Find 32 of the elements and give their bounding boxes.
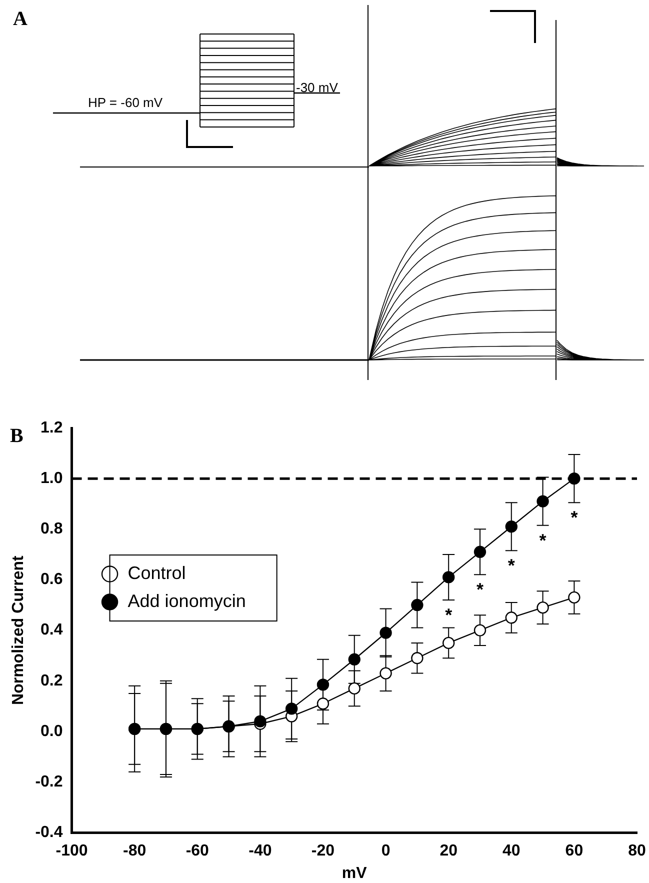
y-axis-title: Normolized Current (10, 554, 28, 705)
y-tick-label: -0.2 (35, 773, 63, 790)
x-tick-label: 20 (440, 842, 458, 860)
y-tick-label: 1.0 (40, 470, 63, 487)
y-tick-label: 0.6 (40, 571, 63, 588)
y-tick-label: 0.0 (40, 722, 63, 740)
annotation: * (445, 604, 452, 625)
legend-label: Add ionomycin (128, 590, 246, 611)
x-tick-label: 60 (565, 842, 584, 860)
text: HP = -60 mV (88, 95, 163, 110)
x-tick-label: -80 (123, 842, 146, 860)
annotation: * (570, 508, 578, 528)
x-tick-label: -40 (248, 842, 272, 860)
y-tick-label: 0.4 (40, 622, 63, 639)
x-tick-label: 80 (628, 842, 646, 860)
x-tick-label: 0 (381, 842, 390, 860)
legend-label: Control (128, 562, 186, 583)
y-tick-label: 0.2 (40, 672, 63, 690)
x-tick-label: -20 (311, 842, 335, 860)
annotation: * (476, 580, 484, 600)
text: -30 mV (296, 80, 338, 95)
x-tick-label: 40 (502, 842, 520, 860)
text: A (13, 8, 28, 31)
y-tick-label: 0.8 (40, 520, 63, 538)
y-tick-label: 1.2 (40, 419, 63, 436)
annotation: * (539, 530, 546, 550)
x-axis-title: mV (342, 864, 368, 882)
y-tick-label: -0.4 (35, 824, 63, 842)
x-tick-label: -60 (186, 842, 210, 860)
chart-title: B (10, 425, 24, 448)
x-tick-label: -100 (56, 842, 88, 860)
annotation: * (508, 556, 515, 576)
